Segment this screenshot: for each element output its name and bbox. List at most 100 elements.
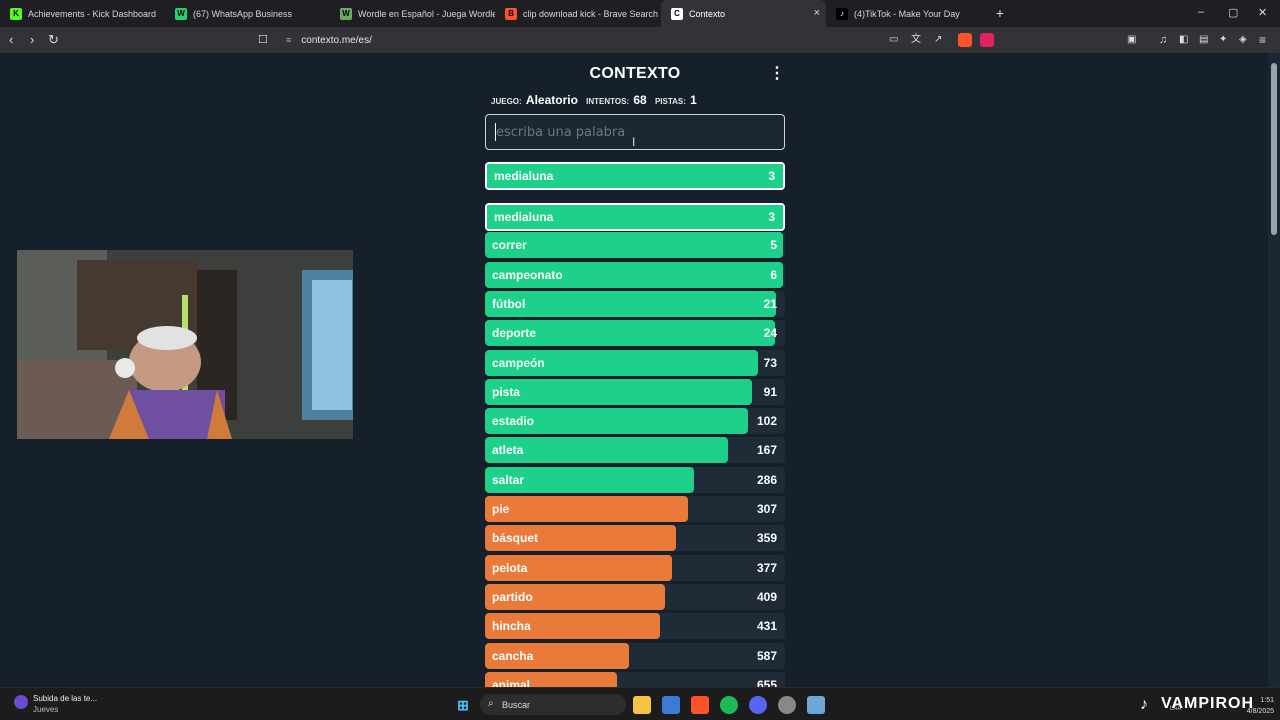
back-icon[interactable]: ‹: [9, 32, 14, 47]
pistas-value: 1: [690, 93, 697, 107]
brave-shields-icon[interactable]: [958, 33, 972, 47]
similarity-bar: [485, 613, 660, 640]
restore-icon[interactable]: ▢: [1228, 7, 1239, 19]
browser-toolbar: ‹ › ↻ ☐ ≡ contexto.me/es/ ▭ 文 ↗ ▣ ♫ ◧ ▤ …: [0, 27, 1280, 53]
tab-bar: K Achievements - Kick Dashboard W (67) What…: [0, 0, 1280, 27]
guess-row: pie 307: [485, 496, 785, 522]
browser-tab[interactable]: W Wordle en Español - Juega Wordle con: [330, 0, 495, 27]
browser-tab[interactable]: ♪ (4)TikTok - Make Your Day: [826, 0, 991, 27]
similarity-bar: [485, 583, 665, 610]
guess-rank: 24: [763, 326, 777, 341]
minimize-icon[interactable]: –: [1198, 6, 1205, 18]
similarity-bar: [485, 437, 728, 464]
tab-favicon-icon: C: [671, 7, 683, 20]
guess-row: animal 655: [485, 671, 785, 687]
windows-taskbar: Subida de las te... Jueves ⊞ ⌕ Buscar ♪ …: [0, 687, 1280, 720]
web-page: CONTEXTO ⋮ JUEGO: Aleatorio INTENTOS: 68…: [0, 53, 1280, 687]
similarity-bar: [485, 320, 776, 347]
vpn-icon[interactable]: ◈: [1239, 34, 1247, 45]
guess-rank: 655: [756, 677, 777, 687]
menu-icon[interactable]: ≡: [1259, 33, 1267, 47]
guess-rank: 286: [756, 472, 777, 487]
webcam-image: [17, 250, 353, 439]
guess-word: pie: [492, 502, 510, 516]
guess-row: fútbol 21: [485, 290, 785, 317]
guess-row: partido 409: [485, 583, 785, 610]
tab-title: clip download kick - Brave Search: [523, 8, 659, 19]
cast-icon[interactable]: ▭: [889, 34, 899, 45]
webcam-overlay: [17, 250, 353, 439]
settings-icon[interactable]: [807, 696, 825, 714]
guess-word: atleta: [492, 443, 524, 458]
address-bar[interactable]: ≡ contexto.me/es/: [280, 30, 1000, 50]
screenshot-icon[interactable]: ▣: [1127, 34, 1137, 45]
share-icon[interactable]: ↗: [934, 34, 943, 45]
guess-rank: 431: [756, 619, 777, 634]
guess-rank: 5: [770, 238, 777, 253]
guess-rank: 91: [763, 384, 777, 399]
tab-title: (67) WhatsApp Business: [193, 8, 293, 19]
text-caret: [495, 123, 496, 141]
brave-rewards-icon[interactable]: [980, 33, 994, 47]
streamer-brand: VAMPIROH: [1161, 695, 1255, 712]
brave-icon[interactable]: [691, 696, 709, 714]
file-explorer-icon[interactable]: [633, 696, 651, 714]
guess-row: pelota 377: [485, 554, 785, 581]
store-icon[interactable]: [662, 696, 680, 714]
spotify-icon[interactable]: [720, 696, 738, 714]
browser-tab[interactable]: W (67) WhatsApp Business: [165, 0, 330, 27]
tab-favicon-icon: K: [10, 7, 22, 20]
guess-row: deporte 24: [485, 320, 785, 347]
new-tab-button[interactable]: +: [995, 5, 1005, 21]
tab-title: Wordle en Español - Juega Wordle con: [358, 8, 495, 19]
guess-row: cancha 587: [485, 642, 785, 669]
guess-row: atleta 167: [485, 437, 785, 464]
clock[interactable]: 1:51 4/8/2025: [1234, 695, 1274, 717]
guess-row: campeón 73: [485, 349, 785, 376]
site-info-icon[interactable]: ≡: [286, 35, 292, 45]
guess-word: partido: [492, 589, 533, 604]
similarity-bar: [485, 671, 617, 687]
tab-favicon-icon: W: [340, 7, 352, 20]
bookmark-icon[interactable]: ☐: [258, 34, 268, 46]
translate-icon[interactable]: 文: [911, 34, 921, 45]
forward-icon[interactable]: ›: [30, 32, 35, 47]
reload-icon[interactable]: ↻: [48, 32, 59, 47]
guess-word: hincha: [492, 619, 531, 634]
tab-title: Contexto: [689, 8, 726, 19]
weather-subtitle: Jueves: [33, 705, 59, 714]
browser-tab[interactable]: C Contexto ×: [661, 0, 826, 27]
leo-ai-icon[interactable]: ✦: [1219, 34, 1228, 45]
weather-icon: [14, 695, 28, 709]
tiktok-icon: ♪: [1140, 696, 1148, 713]
app-icon[interactable]: [778, 696, 796, 714]
wallet-icon[interactable]: ▤: [1199, 34, 1209, 45]
language-indicator[interactable]: LAA: [1170, 706, 1182, 712]
discord-icon[interactable]: [749, 696, 767, 714]
browser-tab[interactable]: K Achievements - Kick Dashboard: [0, 0, 165, 27]
similarity-bar: [485, 496, 689, 522]
taskbar-search[interactable]: ⌕ Buscar: [480, 694, 626, 715]
pistas-label: PISTAS:: [654, 97, 686, 106]
guess-word: pista: [492, 384, 521, 399]
sidebar-icon[interactable]: ◧: [1179, 34, 1189, 45]
guess-row: hincha 431: [485, 613, 785, 640]
media-icon[interactable]: ♫: [1159, 34, 1168, 46]
system-tray: ♪ VAMPIROH LAA 1:51 4/8/2025: [1140, 692, 1280, 718]
tab-favicon-icon: W: [175, 7, 187, 20]
intentos-value: 68: [633, 93, 647, 107]
more-vertical-icon[interactable]: ⋮: [769, 65, 785, 82]
word-input[interactable]: [485, 114, 785, 150]
page-scrollbar[interactable]: [1268, 53, 1280, 687]
windows-start-icon[interactable]: ⊞: [457, 696, 469, 713]
tab-close-icon[interactable]: ×: [813, 7, 820, 19]
guess-word: estadio: [492, 414, 535, 429]
close-icon[interactable]: ✕: [1258, 7, 1268, 19]
similarity-bar: [485, 466, 695, 493]
scrollbar-thumb[interactable]: [1271, 63, 1277, 235]
juego-value: Aleatorio: [525, 93, 578, 107]
guess-row: medialuna 3: [485, 162, 785, 190]
guess-row: pista 91: [485, 378, 785, 405]
similarity-bar: [485, 290, 776, 317]
